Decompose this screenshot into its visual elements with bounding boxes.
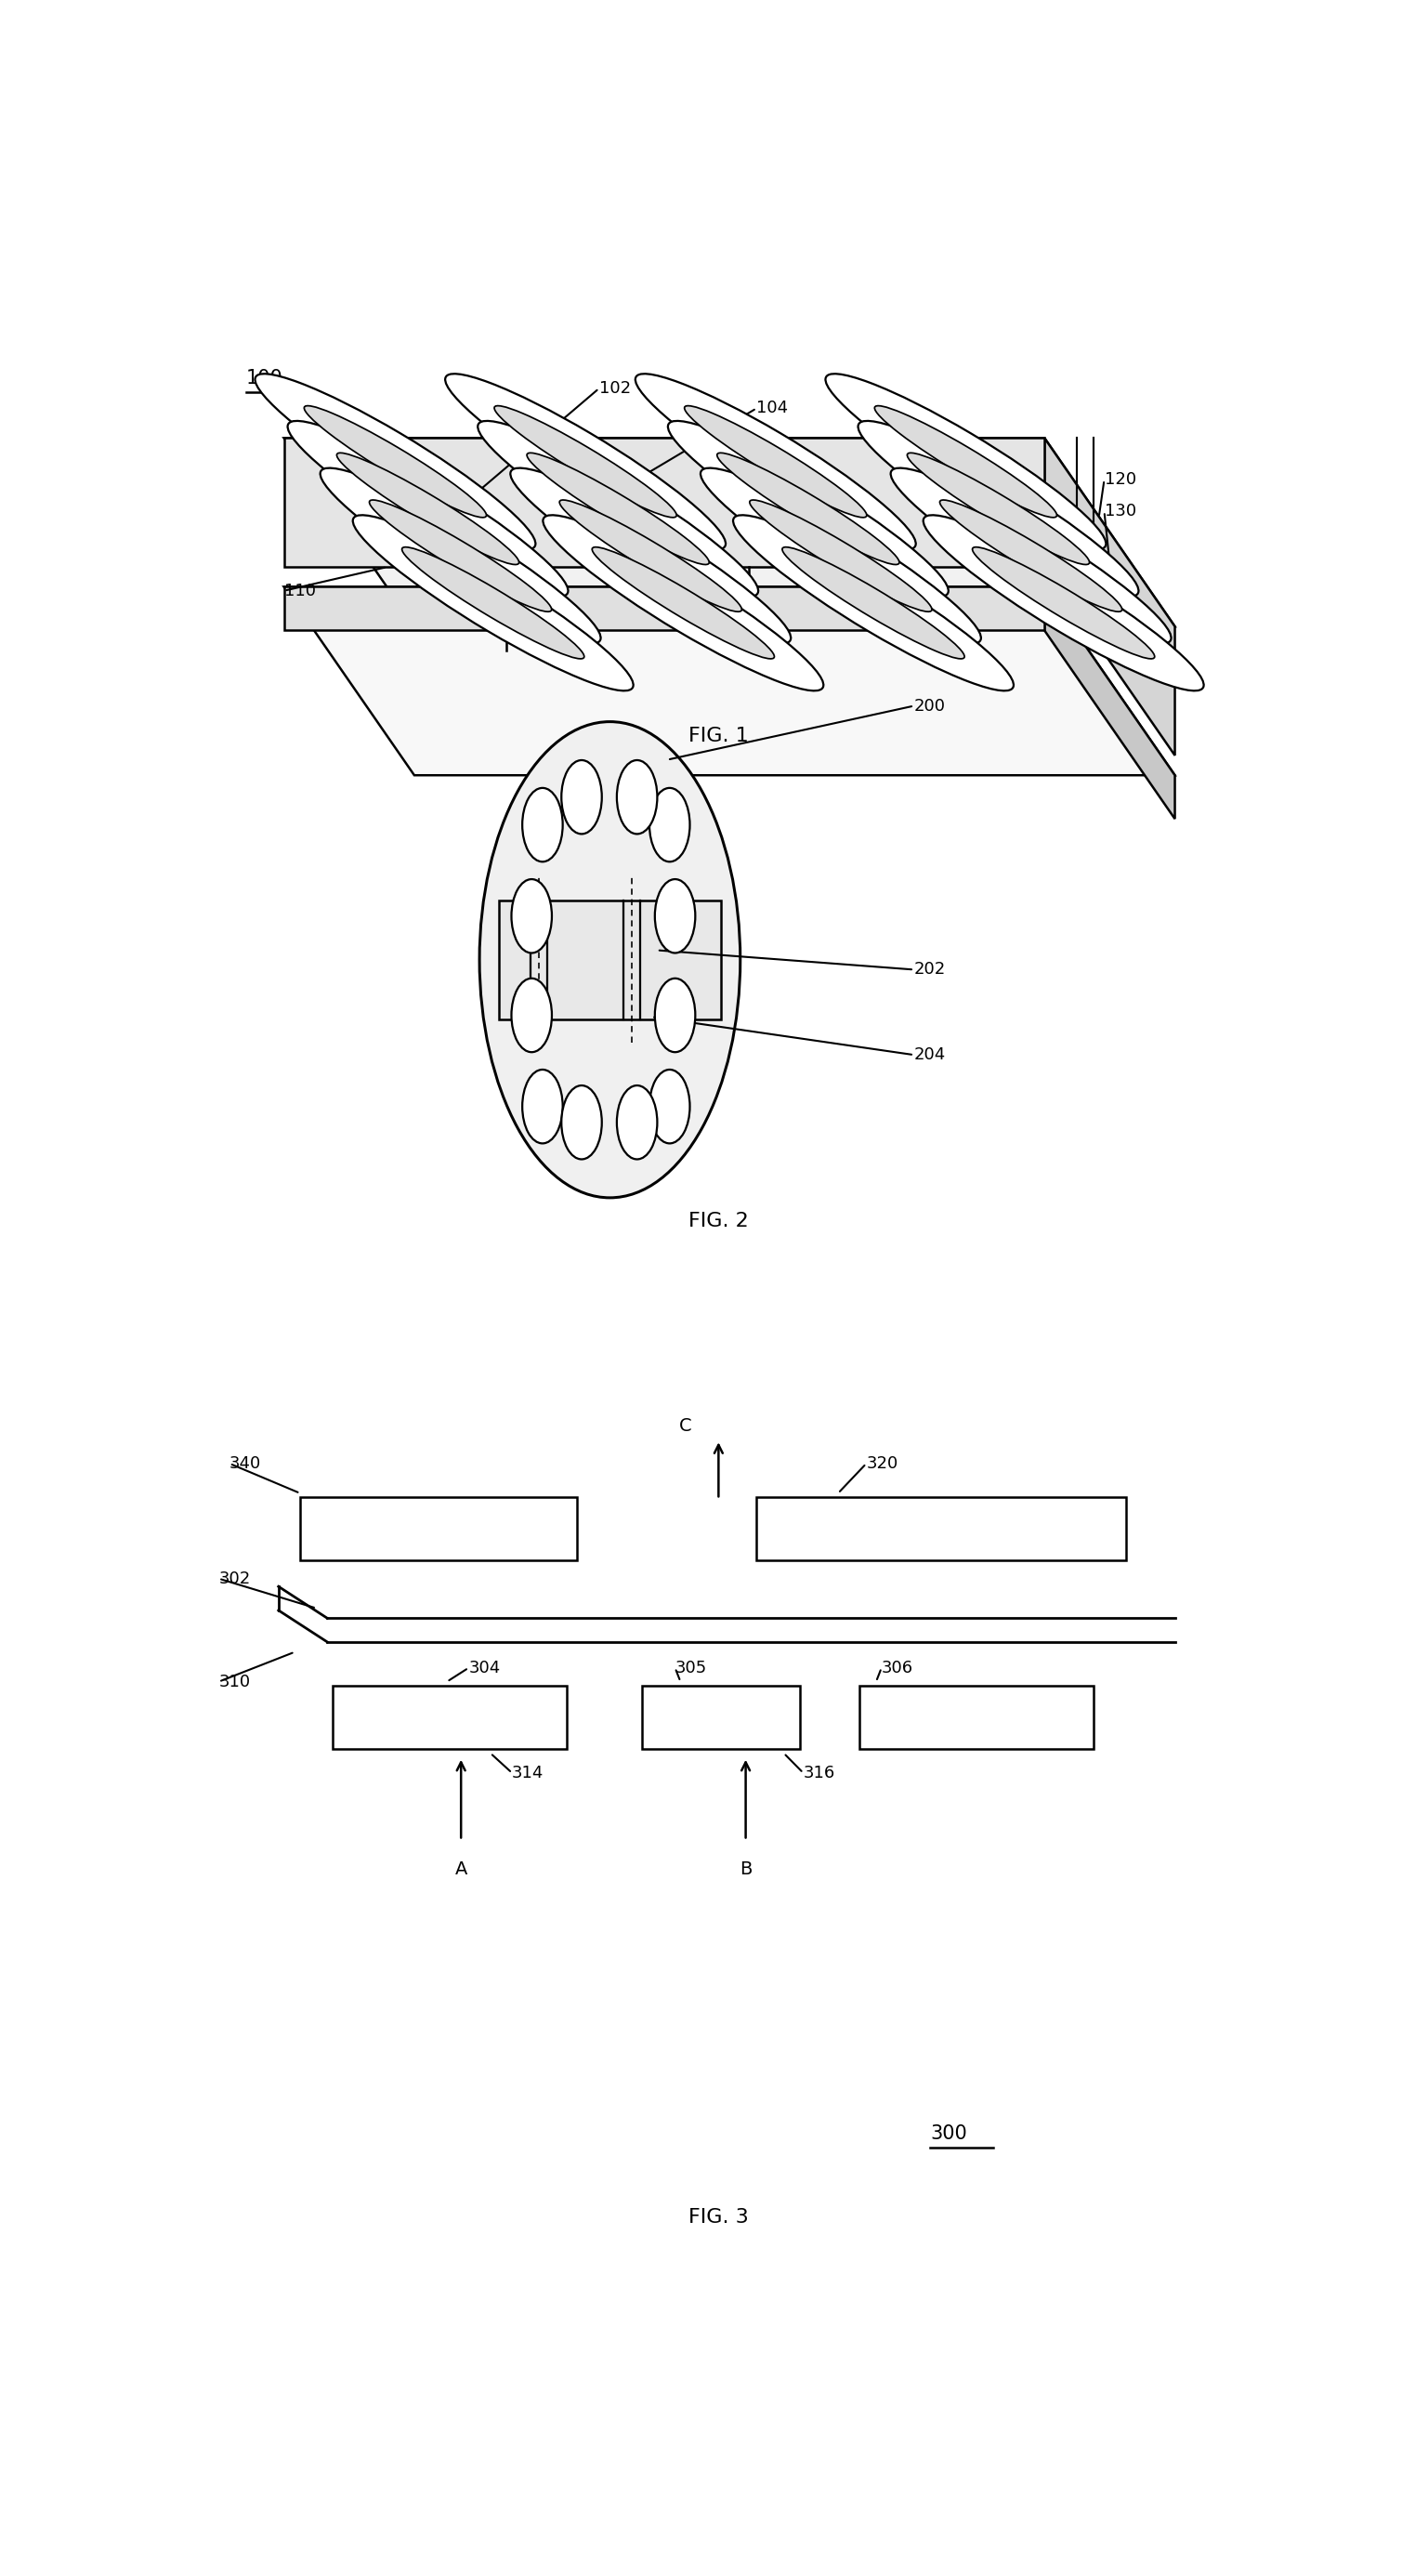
Circle shape xyxy=(523,788,562,863)
Circle shape xyxy=(649,788,690,863)
Text: C: C xyxy=(679,1417,691,1435)
Ellipse shape xyxy=(635,374,916,549)
Ellipse shape xyxy=(667,420,948,598)
Text: 102: 102 xyxy=(599,381,631,397)
Ellipse shape xyxy=(826,374,1106,549)
Circle shape xyxy=(649,1069,690,1144)
Polygon shape xyxy=(283,438,1044,567)
Text: 305: 305 xyxy=(676,1659,707,1677)
Text: FIG. 1: FIG. 1 xyxy=(688,726,749,744)
Ellipse shape xyxy=(782,546,965,659)
Text: 310: 310 xyxy=(219,1674,251,1690)
Bar xyxy=(859,1685,1094,1749)
Ellipse shape xyxy=(510,469,791,644)
Ellipse shape xyxy=(353,515,634,690)
Ellipse shape xyxy=(907,453,1089,564)
Circle shape xyxy=(479,721,740,1198)
Ellipse shape xyxy=(716,453,899,564)
Ellipse shape xyxy=(478,420,758,598)
Ellipse shape xyxy=(875,407,1057,518)
Ellipse shape xyxy=(750,500,932,611)
Text: 202: 202 xyxy=(914,961,946,979)
Ellipse shape xyxy=(924,515,1204,690)
Text: FIG. 3: FIG. 3 xyxy=(688,2208,749,2226)
Ellipse shape xyxy=(939,500,1122,611)
Text: 200: 200 xyxy=(914,698,946,714)
Polygon shape xyxy=(1044,438,1175,755)
Text: 302: 302 xyxy=(219,1571,251,1587)
Text: 104: 104 xyxy=(757,399,788,417)
Text: 120: 120 xyxy=(1105,471,1136,487)
Ellipse shape xyxy=(858,420,1138,598)
Text: 304: 304 xyxy=(468,1659,501,1677)
Polygon shape xyxy=(283,587,1044,631)
Text: 320: 320 xyxy=(866,1455,899,1471)
Ellipse shape xyxy=(890,469,1171,644)
Polygon shape xyxy=(283,438,1175,626)
Ellipse shape xyxy=(320,469,600,644)
Text: 300: 300 xyxy=(931,2125,967,2143)
Ellipse shape xyxy=(684,407,866,518)
Circle shape xyxy=(523,1069,562,1144)
Text: FIG. 2: FIG. 2 xyxy=(688,1213,749,1231)
Ellipse shape xyxy=(973,546,1155,659)
Ellipse shape xyxy=(287,420,568,598)
Circle shape xyxy=(617,1084,658,1159)
Circle shape xyxy=(512,878,552,953)
Circle shape xyxy=(655,979,695,1051)
Text: B: B xyxy=(739,1860,751,1878)
Polygon shape xyxy=(283,587,1175,775)
Ellipse shape xyxy=(495,407,677,518)
Text: 306: 306 xyxy=(882,1659,913,1677)
Text: 100: 100 xyxy=(245,368,283,389)
Text: A: A xyxy=(454,1860,467,1878)
Text: 130: 130 xyxy=(1105,502,1136,520)
Ellipse shape xyxy=(701,469,981,644)
Text: 314: 314 xyxy=(512,1765,544,1783)
Polygon shape xyxy=(1044,587,1175,819)
Bar xyxy=(499,899,721,1020)
Ellipse shape xyxy=(559,500,742,611)
Circle shape xyxy=(561,760,601,835)
Ellipse shape xyxy=(255,374,536,549)
Bar xyxy=(757,1497,1126,1561)
Ellipse shape xyxy=(369,500,551,611)
Bar xyxy=(642,1685,801,1749)
Ellipse shape xyxy=(446,374,726,549)
Ellipse shape xyxy=(592,546,774,659)
Ellipse shape xyxy=(527,453,709,564)
Circle shape xyxy=(561,1084,601,1159)
Bar xyxy=(332,1685,566,1749)
Ellipse shape xyxy=(543,515,823,690)
Ellipse shape xyxy=(733,515,1014,690)
Ellipse shape xyxy=(336,453,519,564)
Circle shape xyxy=(617,760,658,835)
Circle shape xyxy=(655,878,695,953)
Ellipse shape xyxy=(304,407,486,518)
Text: 110: 110 xyxy=(283,582,315,600)
Circle shape xyxy=(512,979,552,1051)
Ellipse shape xyxy=(402,546,585,659)
Text: 204: 204 xyxy=(914,1046,946,1064)
Text: 340: 340 xyxy=(230,1455,261,1471)
Text: 316: 316 xyxy=(803,1765,836,1783)
Bar xyxy=(300,1497,578,1561)
